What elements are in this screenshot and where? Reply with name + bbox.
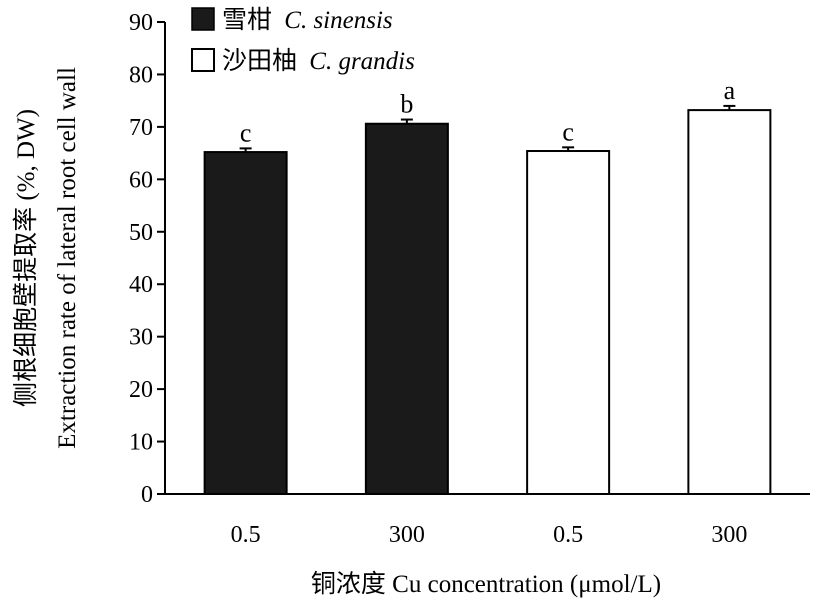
y-tick-label-70: 70: [129, 115, 153, 141]
y-tick-label-60: 60: [129, 167, 153, 193]
y-axis-title-en: Extraction rate of lateral root cell wal…: [54, 67, 81, 449]
legend-label-sinensis-zh: 雪柑: [222, 6, 272, 34]
x-axis-title: 铜浓度 Cu concentration (μmol/L): [311, 570, 661, 598]
legend-label-grandis-zh: 沙田柚: [222, 47, 297, 75]
x-tick-label-1: 0.5: [231, 522, 261, 548]
y-axis-title-zh: 侧根细胞壁提取率 (%, DW): [12, 109, 40, 407]
y-tick-label-50: 50: [129, 220, 153, 246]
y-tick-label-80: 80: [129, 62, 153, 88]
legend-swatch-grandis: [191, 48, 215, 72]
bar-3: [526, 150, 611, 495]
svg-text:雪柑 C. sinensis: 雪柑 C. sinensis: [222, 6, 393, 34]
y-tick-label-30: 30: [129, 325, 153, 351]
legend-label-sinensis-sci: C. sinensis: [284, 7, 392, 34]
x-tick-label-4: 300: [711, 522, 747, 548]
y-tick-label-0: 0: [141, 482, 153, 508]
x-tick-label-2: 300: [389, 522, 425, 548]
y-axis: 0 10 20 30 40 50 60 70 80 90: [129, 10, 166, 508]
y-tick-label-90: 90: [129, 10, 153, 36]
legend-swatch-sinensis: [191, 7, 215, 31]
legend-label-grandis-sci: C. grandis: [309, 48, 415, 75]
x-tick-label-3: 0.5: [553, 522, 583, 548]
bars: c b c a: [203, 76, 772, 496]
bar-4: [687, 109, 772, 496]
x-axis: 0.5 300 0.5 300: [165, 493, 810, 548]
svg-text:沙田柚 C. grandis: 沙田柚 C. grandis: [222, 47, 415, 75]
y-tick-label-10: 10: [129, 430, 153, 456]
legend: 雪柑 C. sinensis 沙田柚 C. grandis: [191, 6, 415, 75]
significance-label-4: a: [724, 76, 736, 105]
bar-1: [203, 151, 288, 495]
significance-label-2: b: [400, 90, 413, 119]
y-tick-label-40: 40: [129, 272, 153, 298]
bar-2: [364, 122, 449, 496]
significance-label-1: c: [240, 118, 252, 147]
significance-label-3: c: [562, 117, 574, 146]
y-tick-label-20: 20: [129, 377, 153, 403]
